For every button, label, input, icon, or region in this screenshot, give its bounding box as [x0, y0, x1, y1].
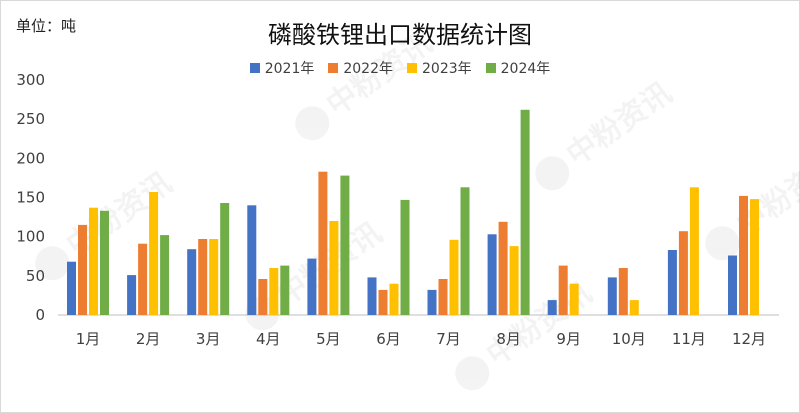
legend-swatch	[485, 63, 496, 73]
legend-label: 2024年	[500, 61, 551, 77]
bar	[367, 277, 377, 315]
y-tick-label: 0	[35, 306, 45, 324]
bar	[389, 283, 399, 315]
bar	[198, 239, 208, 315]
legend-swatch	[249, 63, 260, 73]
y-tick-label: 250	[16, 110, 45, 128]
bar	[449, 239, 459, 315]
bar	[678, 231, 688, 315]
bar	[438, 279, 448, 315]
bar	[149, 192, 159, 315]
bar	[487, 234, 497, 315]
bar	[689, 187, 699, 315]
legend-item: 2022年	[328, 58, 393, 78]
x-tick-label: 6月	[376, 330, 401, 348]
bar	[329, 221, 339, 315]
bar	[728, 255, 737, 315]
legend-label: 2022年	[343, 61, 393, 77]
bar	[618, 268, 628, 315]
bar	[78, 224, 87, 315]
x-tick-label: 9月	[556, 330, 581, 348]
bar	[460, 187, 470, 315]
bar	[280, 265, 290, 315]
bar	[340, 175, 350, 315]
bar	[100, 210, 109, 315]
bar	[209, 239, 219, 315]
legend-item: 2024年	[485, 58, 551, 78]
bar	[520, 109, 530, 315]
bar	[569, 283, 579, 315]
bar	[547, 300, 557, 315]
x-tick-label: 11月	[672, 330, 706, 348]
bar	[607, 277, 617, 315]
bar	[629, 300, 639, 315]
bar	[750, 199, 759, 315]
bar	[67, 261, 76, 315]
legend-item: 2021年	[249, 58, 315, 78]
legend-swatch	[328, 63, 339, 73]
bar	[378, 289, 388, 315]
bar	[307, 258, 317, 315]
x-tick-label: 10月	[612, 330, 646, 348]
legend-item: 2023年	[407, 58, 472, 78]
y-tick-label: 200	[16, 149, 45, 167]
bar	[667, 250, 677, 315]
bar	[400, 199, 410, 315]
bar	[89, 207, 98, 315]
bar	[269, 268, 279, 315]
bar	[739, 195, 748, 315]
bar	[247, 205, 257, 315]
bar	[427, 289, 437, 315]
bar	[558, 265, 568, 315]
chart-title: 磷酸铁锂出口数据统计图	[268, 21, 532, 49]
bar	[187, 249, 197, 315]
x-tick-label: 1月	[76, 330, 101, 348]
x-tick-label: 4月	[256, 330, 281, 348]
x-tick-label: 2月	[136, 330, 161, 348]
bar	[138, 243, 148, 315]
x-tick-label: 7月	[436, 330, 461, 348]
chart-legend: 2021年 2022年 2023年 2024年	[1, 58, 799, 78]
y-tick-label: 100	[16, 228, 45, 246]
unit-label: 单位：吨	[16, 17, 77, 35]
bar	[258, 279, 268, 315]
y-tick-label: 150	[16, 189, 45, 207]
x-tick-label: 12月	[732, 330, 766, 348]
x-tick-label: 8月	[496, 330, 521, 348]
x-tick-label: 3月	[196, 330, 221, 348]
bar	[509, 246, 519, 315]
x-tick-label: 5月	[316, 330, 341, 348]
legend-label: 2023年	[422, 61, 472, 77]
y-tick-label: 300	[16, 71, 45, 89]
y-tick-label: 50	[26, 267, 45, 285]
legend-label: 2021年	[264, 61, 315, 77]
bar	[220, 203, 230, 315]
bar	[127, 275, 137, 315]
bar	[498, 221, 508, 315]
bar	[318, 171, 328, 315]
bar	[160, 235, 170, 315]
legend-swatch	[407, 63, 417, 73]
